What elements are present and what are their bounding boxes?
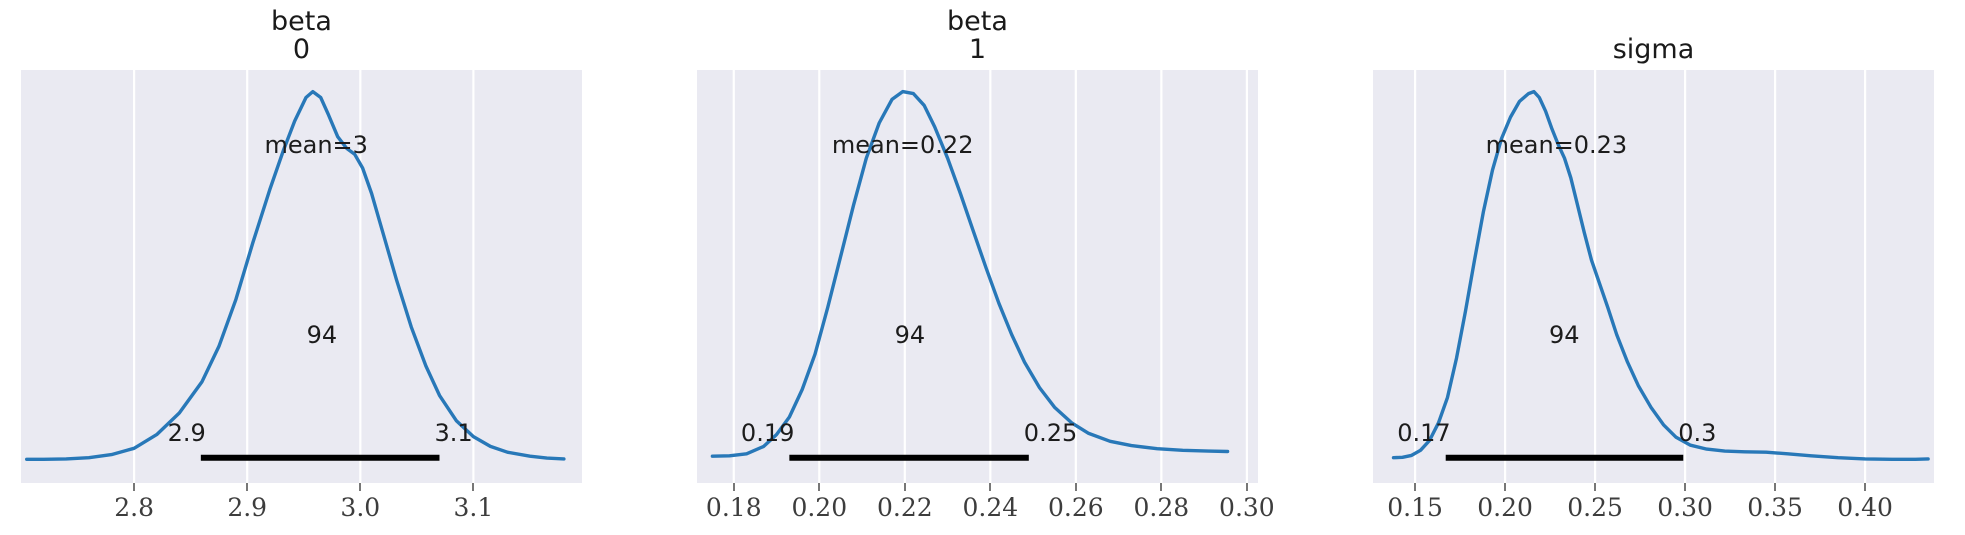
subplot-beta-1: beta 1 mean=0.22 94 0.19 0.25 0.18 0.20 0.…: [697, 0, 1275, 535]
hdi-percent-label: 94: [306, 320, 338, 349]
x-tick-mark: [472, 483, 475, 491]
x-tick-label: 0.18: [705, 493, 762, 522]
x-tick-mark: [1864, 483, 1867, 491]
kde-curve: [24, 89, 566, 461]
x-tick-mark: [1074, 483, 1077, 491]
x-tick-label: 3.1: [453, 493, 494, 522]
plot-area: mean=0.22 94 0.19 0.25: [697, 70, 1258, 483]
plot-title: beta 1: [947, 6, 1008, 65]
hdi-upper-label: 0.25: [1023, 419, 1078, 448]
kde-curve: [1391, 89, 1930, 461]
plot-title: sigma: [1612, 34, 1695, 65]
mean-label: mean=0.23: [1485, 131, 1628, 160]
hdi-percent-label: 94: [894, 320, 926, 349]
x-tick-label: 0.35: [1747, 493, 1803, 522]
x-tick-label: 0.20: [1477, 493, 1533, 522]
x-tick-label: 0.22: [876, 493, 933, 522]
mean-label: mean=0.22: [831, 131, 974, 160]
x-tick-mark: [1504, 483, 1507, 491]
x-tick-label: 0.20: [791, 493, 848, 522]
x-tick-mark: [359, 483, 362, 491]
kde-chart: [1391, 70, 1930, 483]
x-tick-mark: [1774, 483, 1777, 491]
kde-chart: [710, 70, 1248, 483]
mean-label: mean=3: [264, 131, 368, 160]
x-tick-label: 0.24: [962, 493, 1019, 522]
hdi-lower-label: 2.9: [167, 419, 206, 448]
x-tick-label: 0.28: [1133, 493, 1190, 522]
x-tick-label: 0.40: [1837, 493, 1893, 522]
hdi-upper-label: 3.1: [434, 419, 473, 448]
plot-title: beta 0: [271, 6, 332, 65]
x-tick-mark: [1684, 483, 1687, 491]
x-tick-label: 0.25: [1567, 493, 1623, 522]
x-tick-mark: [1245, 483, 1248, 491]
subplot-sigma: sigma mean=0.23 94 0.17 0.3 0.15 0.20 0.25…: [1373, 0, 1934, 535]
x-tick-label: 2.9: [227, 493, 268, 522]
x-tick-mark: [246, 483, 249, 491]
x-tick-label: 3.0: [340, 493, 381, 522]
x-tick-mark: [1594, 483, 1597, 491]
x-tick-label: 0.30: [1219, 493, 1275, 522]
plot-area: mean=0.23 94 0.17 0.3: [1373, 70, 1934, 483]
x-tick-label: 0.15: [1387, 493, 1443, 522]
x-tick-mark: [133, 483, 136, 491]
x-tick-mark: [732, 483, 735, 491]
plot-area: mean=3 94 2.9 3.1: [21, 70, 582, 483]
hdi-percent-label: 94: [1549, 320, 1580, 349]
x-tick-label: 0.26: [1048, 493, 1104, 522]
x-tick-mark: [1160, 483, 1163, 491]
x-tick-mark: [1414, 483, 1417, 491]
x-tick-mark: [989, 483, 992, 491]
x-tick-mark: [903, 483, 906, 491]
kde-chart: [24, 70, 566, 483]
x-tick-label: 0.30: [1657, 493, 1713, 522]
x-tick-mark: [818, 483, 821, 491]
kde-curve: [710, 89, 1230, 458]
x-tick-label: 2.8: [114, 493, 154, 522]
hdi-lower-label: 0.19: [740, 419, 795, 448]
hdi-upper-label: 0.3: [1678, 419, 1717, 448]
hdi-lower-label: 0.17: [1397, 419, 1451, 448]
subplot-beta-0: beta 0 mean=3 94 2.9 3.1 2.8 2.9 3.0 3.1: [21, 0, 582, 535]
